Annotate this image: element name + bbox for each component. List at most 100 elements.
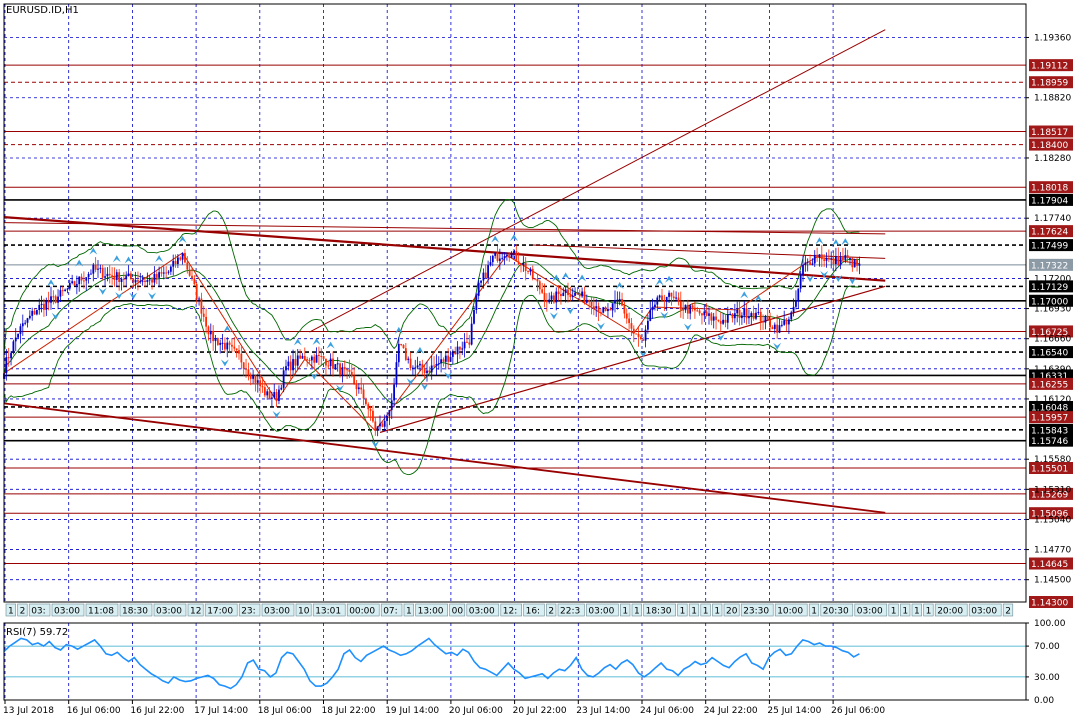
- session-box: [295, 603, 312, 617]
- candle-body: [24, 322, 27, 324]
- session-box: [774, 603, 808, 617]
- candle-body: [677, 297, 680, 302]
- candle-body: [571, 295, 574, 298]
- candle-body: [282, 370, 285, 388]
- candle-body: [332, 358, 334, 369]
- x-tick-label: 18 Jul 22:00: [322, 706, 376, 716]
- candle-body: [562, 292, 565, 297]
- candle-body: [404, 348, 407, 360]
- candle-body: [212, 330, 215, 342]
- candle-body: [480, 280, 482, 283]
- candle-body: [179, 257, 182, 260]
- candle-body: [278, 389, 280, 401]
- candle-body: [219, 342, 222, 345]
- candle-body: [689, 305, 692, 314]
- candle-body: [193, 278, 196, 285]
- candle-body: [43, 303, 45, 310]
- candle-body: [50, 296, 52, 303]
- trendline-upper-channel: [3, 215, 886, 282]
- session-box: [153, 603, 187, 617]
- candle-body: [80, 276, 83, 281]
- x-tick-label: 17 Jul 14:00: [194, 706, 248, 716]
- candle-body: [85, 277, 88, 281]
- candle-body: [637, 333, 640, 337]
- session-label: 13:00: [418, 607, 444, 617]
- candle-body: [421, 363, 424, 370]
- candle-body: [334, 364, 337, 369]
- candle-body: [372, 410, 374, 422]
- candle-body: [339, 363, 341, 375]
- session-box: [346, 603, 380, 617]
- candle-body: [320, 355, 323, 357]
- candle-body: [256, 380, 259, 383]
- candle-body: [287, 361, 290, 367]
- price-axis: 1.19112 1.18959 1.18517 1.18400 1.18018 1.179…: [1026, 33, 1073, 706]
- session-label: 2: [20, 607, 26, 617]
- session-label: 1: [811, 607, 817, 617]
- session-box: [712, 603, 723, 617]
- price-level-label: 1.18018: [1031, 184, 1068, 194]
- price-level-box: [1029, 507, 1073, 520]
- candle-body: [169, 266, 172, 272]
- candle-body: [597, 306, 600, 313]
- candle-body: [614, 300, 616, 304]
- session-box: [808, 603, 820, 617]
- candle-body: [245, 368, 247, 370]
- candle-body: [813, 254, 816, 264]
- candle-body: [7, 357, 10, 359]
- candle-body: [529, 268, 532, 272]
- candle-body: [299, 355, 301, 359]
- rsi-tick-label: 100.00: [1034, 619, 1066, 629]
- fractal-up-icon: [831, 239, 840, 247]
- session-box: [204, 603, 238, 617]
- session-label: 03:00: [156, 607, 182, 617]
- session-label: 2: [548, 607, 554, 617]
- candle-body: [134, 280, 137, 283]
- candle-body: [484, 272, 487, 279]
- fractal-up-icon: [89, 247, 98, 255]
- candle-body: [661, 295, 663, 301]
- fractal-up-icon: [326, 341, 335, 349]
- fractal-down-icon: [444, 371, 453, 379]
- candle-body: [454, 352, 457, 355]
- candle-body: [630, 323, 633, 329]
- candle-body: [207, 326, 210, 335]
- x-tick-label: 16 Jul 22:00: [130, 706, 184, 716]
- session-label: 12:: [503, 607, 517, 617]
- candle-body: [649, 310, 652, 321]
- candle-body: [47, 301, 50, 303]
- session-box: [238, 603, 261, 617]
- candle-body: [343, 367, 346, 370]
- candle-body: [555, 291, 558, 303]
- fractal-up-icon: [223, 325, 232, 333]
- candle-body: [844, 255, 847, 260]
- candle-body: [172, 260, 175, 267]
- fractal-down-icon: [406, 378, 415, 386]
- candle-body: [665, 296, 668, 302]
- candle-body: [531, 268, 534, 279]
- candle-body: [125, 276, 128, 280]
- candle-body: [233, 346, 236, 349]
- y-tick-label: 1.15580: [1034, 455, 1071, 465]
- candle-body: [130, 273, 132, 279]
- candle-body: [73, 281, 76, 286]
- candle-body: [97, 268, 99, 270]
- chart-title: EURUSD.ID,H1: [6, 5, 79, 16]
- candle-body: [141, 280, 144, 282]
- fractal-up-icon: [75, 259, 84, 267]
- candle-body: [303, 355, 306, 360]
- candle-body: [564, 289, 567, 293]
- candle-body: [360, 387, 363, 390]
- price-level-label: 1.15843: [1031, 426, 1068, 436]
- trendline-lower-channel: [3, 402, 886, 514]
- candle-body: [106, 273, 109, 277]
- candle-body: [470, 323, 473, 345]
- candle-body: [642, 339, 645, 341]
- fractal-down-icon: [639, 350, 648, 358]
- price-level-box: [1029, 239, 1073, 252]
- price-level-label: 1.19112: [1031, 62, 1068, 72]
- candle-body: [654, 304, 656, 308]
- rsi-tick-label: 0.00: [1034, 696, 1054, 706]
- session-box: [688, 603, 700, 617]
- candle-body: [628, 318, 630, 324]
